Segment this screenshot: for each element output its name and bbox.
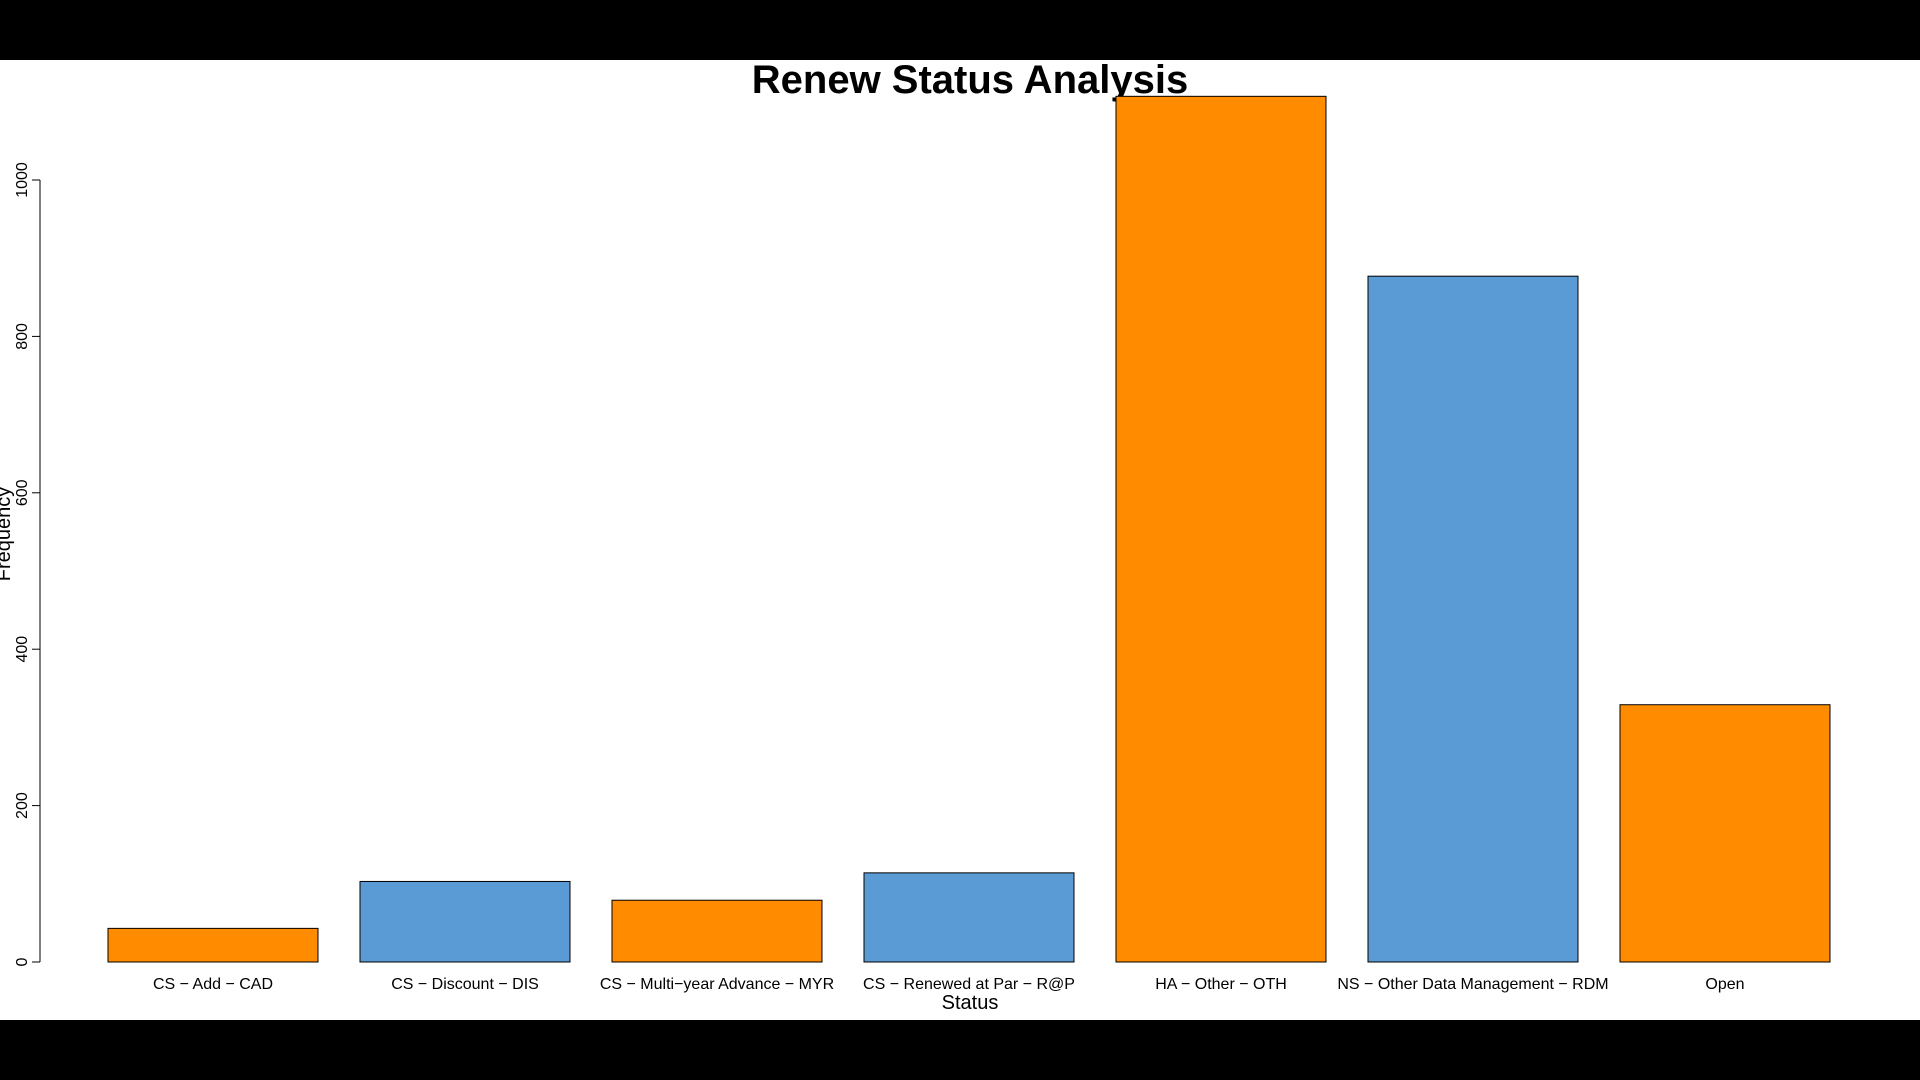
- category-labels: CS − Add − CAD CS − Discount − DIS CS − Mu…: [153, 976, 1745, 993]
- y-tick-label: 400: [14, 636, 31, 663]
- x-category-label: CS − Discount − DIS: [391, 976, 539, 993]
- y-axis-title: Frequency: [0, 487, 15, 582]
- bar: [611, 899, 823, 963]
- chart-panel: Renew Status Analysis Status Frequency 0…: [0, 60, 1920, 1020]
- y-axis: 0 200 400 600 800 1000: [14, 162, 41, 966]
- x-category-label: CS − Multi−year Advance − MYR: [600, 976, 834, 993]
- chart-title: Renew Status Analysis: [752, 60, 1188, 102]
- x-category-label: NS − Other Data Management − RDM: [1337, 976, 1608, 993]
- x-category-label: HA − Other − OTH: [1155, 976, 1287, 993]
- bar: [1367, 275, 1579, 963]
- y-tick-label: 600: [14, 479, 31, 506]
- x-category-label: Open: [1705, 976, 1744, 993]
- bar: [1619, 704, 1831, 963]
- y-tick-label: 0: [14, 957, 31, 966]
- bar: [1115, 95, 1327, 963]
- bar: [863, 872, 1075, 963]
- bar-chart: Renew Status Analysis Status Frequency 0…: [0, 60, 1831, 1014]
- x-category-label: CS − Renewed at Par − R@P: [863, 976, 1075, 993]
- y-tick-label: 200: [14, 792, 31, 819]
- x-category-label: CS − Add − CAD: [153, 976, 273, 993]
- bar: [107, 927, 319, 963]
- bars-group: [107, 95, 1831, 963]
- y-tick-label: 800: [14, 323, 31, 350]
- y-tick-label: 1000: [14, 162, 31, 198]
- bar: [359, 880, 571, 963]
- x-axis-title: Status: [942, 992, 999, 1014]
